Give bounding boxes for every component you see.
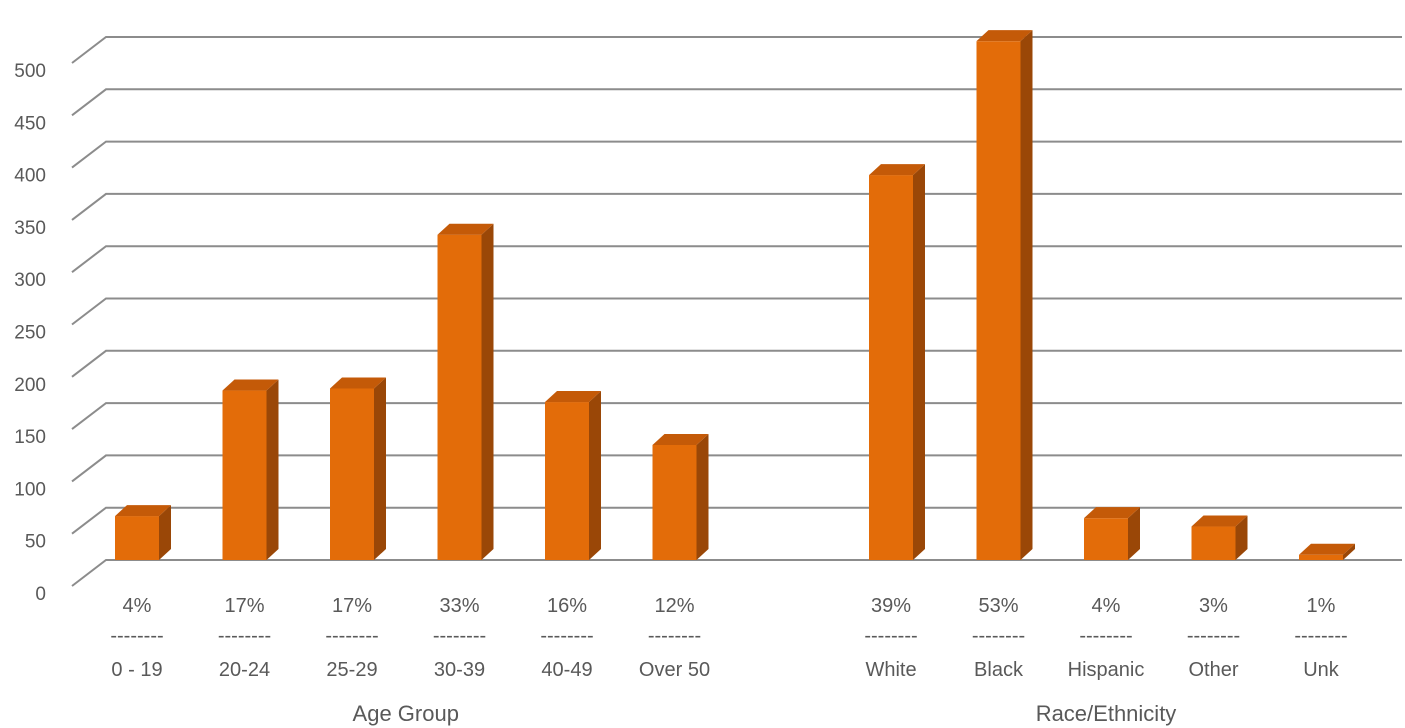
bar-top (115, 505, 171, 517)
separator-label: -------- (110, 625, 163, 647)
y-tick-label: 450 (14, 113, 46, 134)
percent-label: 12% (654, 595, 694, 617)
bar-side (696, 433, 709, 560)
bar (545, 402, 589, 560)
bar-top (652, 433, 709, 445)
y-tick-label: 350 (14, 218, 46, 239)
separator-label: -------- (540, 625, 593, 647)
percent-label: 33% (439, 595, 479, 617)
bar-side (589, 391, 601, 560)
bar (330, 388, 374, 560)
bar (652, 444, 697, 560)
category-label: White (865, 659, 916, 681)
category-label: Black (974, 659, 1024, 681)
gridline (71, 36, 1402, 64)
bar-top (976, 30, 1033, 42)
separator-label: -------- (648, 625, 701, 647)
separator-label: -------- (1079, 625, 1132, 647)
separator-label: -------- (1187, 625, 1240, 647)
group-label: Race/Ethnicity (1036, 701, 1177, 726)
gridline (71, 140, 1402, 169)
category-label: 40-49 (541, 659, 592, 681)
percent-label: 39% (871, 595, 911, 617)
bar (437, 234, 482, 560)
y-tick-label: 0 (35, 584, 46, 605)
bar-top (1084, 507, 1140, 519)
bar (1299, 554, 1343, 560)
gridlines (71, 36, 1402, 587)
y-tick-label: 300 (14, 270, 46, 291)
bar-top (1299, 543, 1355, 555)
y-tick-label: 500 (14, 61, 46, 82)
category-labels: 4% -------- 0 - 19 17% -------- 20-24 17% -----… (110, 595, 1347, 726)
separator-label: -------- (433, 625, 486, 647)
percent-label: 4% (123, 595, 152, 617)
gridline (71, 506, 1402, 535)
category-label: 25-29 (326, 659, 377, 681)
bar (869, 175, 913, 560)
category-label: 20-24 (219, 659, 270, 681)
percent-label: 17% (332, 595, 372, 617)
bar-side (1235, 515, 1248, 560)
percent-label: 16% (547, 595, 587, 617)
separator-label: -------- (1294, 625, 1347, 647)
category-label: Over 50 (639, 659, 710, 681)
bar-top (330, 377, 386, 389)
bar-top (437, 223, 494, 235)
bar-side (266, 379, 279, 560)
category-label: 0 - 19 (111, 659, 162, 681)
y-tick-label: 150 (14, 427, 46, 448)
y-axis-ticks: 0 50 100 150 200 250 300 350 400 450 500 (14, 61, 46, 605)
percent-label: 53% (978, 595, 1018, 617)
gridline (71, 192, 1402, 221)
y-tick-label: 250 (14, 323, 46, 344)
bar (976, 41, 1021, 560)
percent-label: 3% (1199, 595, 1228, 617)
percent-label: 17% (224, 595, 264, 617)
category-label: Other (1188, 659, 1238, 681)
gridline (71, 297, 1402, 326)
bar-side (1020, 30, 1033, 560)
separator-label: -------- (325, 625, 378, 647)
bar-top (545, 391, 601, 403)
bar-top (222, 379, 279, 391)
y-tick-label: 100 (14, 479, 46, 500)
gridline (71, 559, 1402, 587)
bar-side (913, 164, 925, 560)
bar (115, 516, 159, 560)
bar-side (159, 505, 171, 560)
gridline (71, 402, 1402, 430)
group-label: Age Group (353, 701, 459, 726)
bar-top (869, 164, 925, 176)
category-label: Hispanic (1068, 659, 1145, 681)
gridline (71, 349, 1402, 378)
bars (115, 30, 1355, 560)
percent-label: 4% (1092, 595, 1121, 617)
percent-label: 1% (1307, 595, 1336, 617)
y-tick-label: 400 (14, 166, 46, 187)
separator-label: -------- (864, 625, 917, 647)
gridline (71, 88, 1402, 117)
bar (1191, 526, 1236, 560)
bar-side (481, 223, 494, 560)
category-label: 30-39 (434, 659, 485, 681)
bar-side (1128, 507, 1140, 560)
y-tick-label: 200 (14, 375, 46, 396)
separator-label: -------- (218, 625, 271, 647)
category-label: Unk (1303, 659, 1340, 681)
bar-side (374, 377, 386, 560)
bar (222, 390, 267, 560)
gridline (71, 454, 1402, 483)
gridline (71, 245, 1402, 273)
y-tick-label: 50 (25, 532, 46, 553)
bar-side (1343, 543, 1355, 560)
bar (1084, 518, 1128, 560)
bar-top (1191, 515, 1248, 527)
separator-label: -------- (972, 625, 1025, 647)
